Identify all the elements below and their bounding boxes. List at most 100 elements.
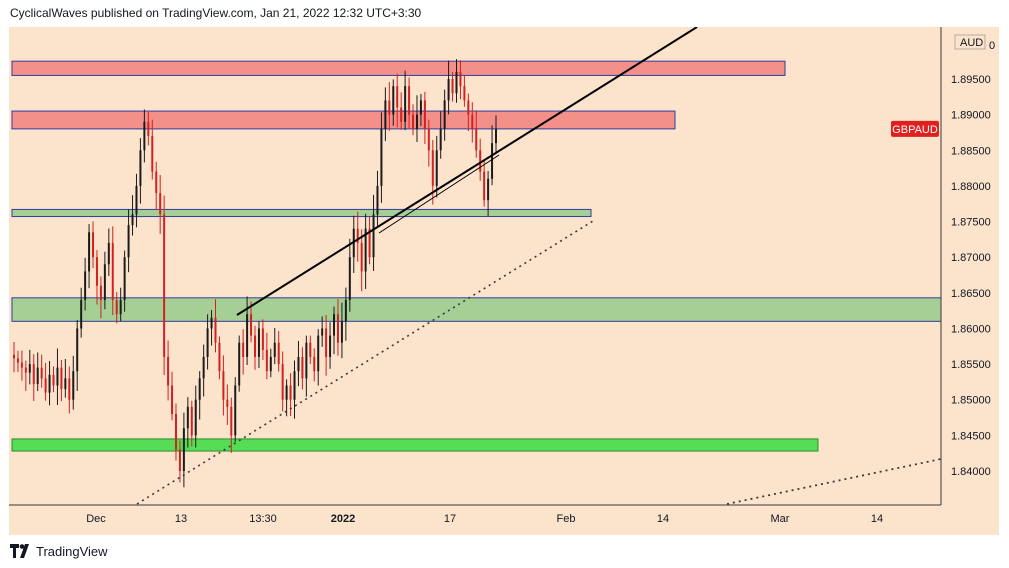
candle (325, 314, 328, 376)
candle-body (495, 128, 497, 144)
candle (495, 115, 497, 154)
candle (463, 75, 466, 107)
candle (360, 229, 363, 292)
candle (88, 224, 91, 289)
candle-body (439, 128, 442, 151)
trendline-rising (236, 27, 698, 316)
candle-body (250, 314, 253, 336)
candle-body (238, 342, 241, 386)
candle (261, 319, 264, 360)
candle (447, 60, 450, 115)
candle-body (368, 228, 371, 258)
candle-body (143, 121, 146, 151)
candle-body (24, 367, 27, 373)
candle-body (380, 128, 383, 186)
candle (392, 79, 395, 126)
x-tick-label: 14 (871, 513, 883, 525)
candle (24, 360, 27, 391)
candle (467, 93, 470, 131)
candle-body (210, 317, 213, 329)
footer-brand[interactable]: TradingView (10, 541, 108, 561)
candle (76, 320, 79, 391)
candle-body (151, 136, 154, 172)
candle (131, 195, 134, 236)
candle (435, 135, 438, 198)
candle-body (139, 150, 142, 186)
y-tick-label-top: 0 (989, 40, 995, 52)
candle-body (64, 378, 67, 390)
candle-body (443, 100, 446, 129)
candle (380, 112, 383, 203)
zone-support-mid (11, 208, 592, 218)
candle-body (159, 193, 162, 215)
candle (40, 354, 43, 388)
candle (214, 299, 217, 353)
price-chart[interactable]: 1.89500 1.89000 1.88500 1.88000 1.87500 1.870… (9, 27, 999, 535)
candle (127, 209, 130, 273)
chart-svg[interactable]: 1.89500 1.89000 1.88500 1.88000 1.87500 1.870… (9, 27, 999, 535)
candle-body (52, 374, 55, 386)
candle (206, 314, 209, 370)
candle-body (285, 385, 288, 400)
candle (13, 341, 15, 373)
candle-body (254, 335, 256, 357)
y-tick-label: 1.84000 (951, 466, 991, 478)
candle-body (257, 328, 260, 357)
x-tick-label: 2022 (331, 513, 355, 525)
symbol-badge-label: GBPAUD (892, 124, 938, 136)
candle (226, 384, 229, 425)
candle-body (13, 354, 15, 359)
candle-body (321, 328, 324, 336)
candle-body (147, 121, 150, 137)
candle (305, 335, 308, 397)
candle (313, 348, 316, 382)
candle (317, 329, 320, 386)
candle (159, 175, 162, 234)
candle-body (68, 378, 71, 400)
candle-body (423, 100, 426, 129)
candle-body (194, 399, 197, 436)
y-tick-label: 1.86500 (951, 288, 991, 300)
candle-body (427, 128, 430, 151)
candle-body (309, 342, 312, 357)
y-tick-label: 1.86000 (951, 323, 991, 335)
candle (147, 112, 150, 146)
candle-body (277, 342, 280, 365)
candle-body (84, 271, 87, 300)
candle (171, 371, 174, 421)
candle-body (131, 214, 134, 226)
candle (230, 397, 233, 453)
candle (64, 359, 67, 398)
candle-body (451, 79, 454, 94)
candle-body (415, 114, 418, 129)
candle-body (325, 328, 328, 357)
candle (84, 257, 87, 311)
candle (194, 385, 197, 448)
candle-body (364, 228, 367, 272)
candle (479, 138, 482, 181)
candle (336, 298, 339, 356)
symbol-badge[interactable] (891, 120, 939, 137)
publish-header: CyclicalWaves published on TradingView.c… (10, 6, 422, 20)
candle (99, 276, 102, 319)
candle (250, 301, 253, 343)
candle (28, 349, 31, 385)
y-tick-label: 1.87000 (951, 252, 991, 264)
candle-body (372, 214, 375, 258)
candle (257, 321, 260, 368)
candle (329, 322, 332, 369)
candle (281, 351, 284, 412)
candle-body (92, 232, 95, 258)
candle (111, 226, 114, 316)
candle-body (56, 367, 59, 386)
candle-body (336, 314, 339, 343)
candle-body (471, 114, 474, 129)
candle-body (36, 367, 39, 385)
candle-body (340, 321, 343, 343)
x-tick-label: 17 (444, 513, 456, 525)
candle-body (178, 449, 181, 471)
candle (68, 366, 71, 414)
candle (400, 92, 403, 130)
candle-body (115, 299, 118, 315)
candle (242, 329, 245, 375)
